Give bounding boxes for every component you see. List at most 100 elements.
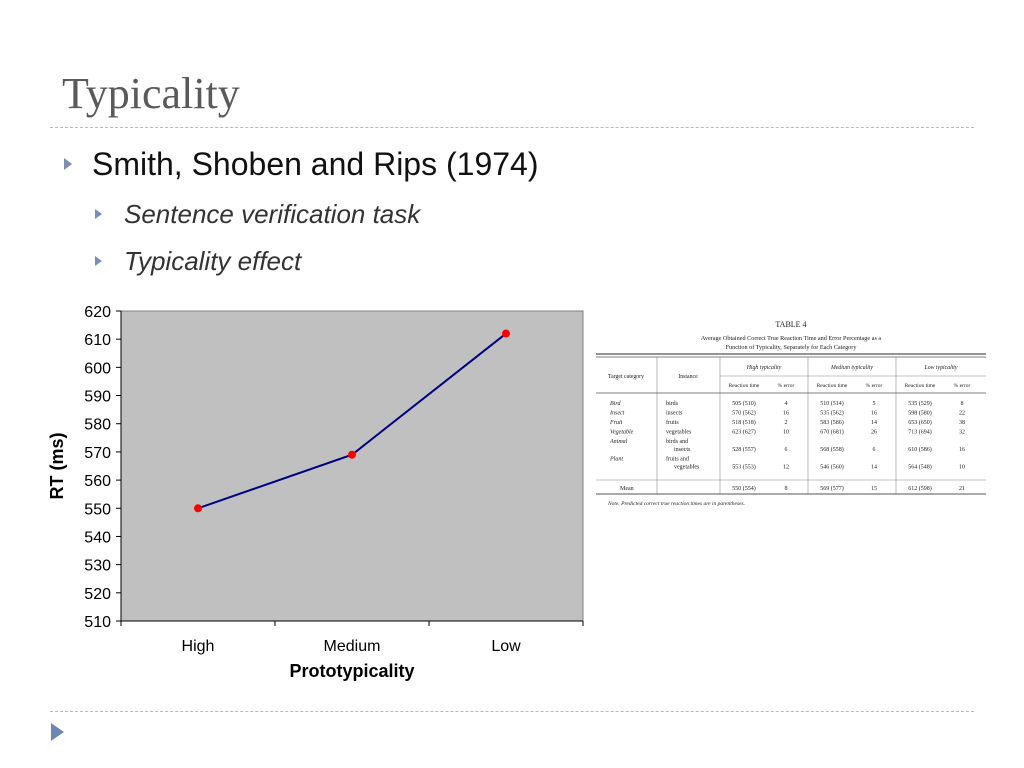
table-cell-value: 623 (627) [732, 429, 756, 436]
x-axis: High Medium Low [120, 620, 584, 655]
table-cell-value: 10 [783, 430, 789, 436]
table-cell-value: 510 (514) [820, 400, 844, 407]
table-cell-value: 16 [959, 447, 965, 453]
table-cell-category: Fruit [609, 420, 623, 426]
y-tick-label: 610 [84, 332, 111, 349]
x-tick-label: Medium [324, 638, 381, 655]
table-4-image: TABLE 4 Average Obtained Correct True Re… [596, 320, 986, 507]
table-cell-mean-label: Mean [620, 486, 634, 492]
table-group-high: High typicality [746, 365, 782, 371]
table-cell-value: 14 [871, 420, 877, 426]
table-cell-instance: birds and [666, 439, 688, 445]
table-subheader: % error [866, 383, 883, 389]
y-tick-label: 530 [84, 558, 111, 575]
table-cell-instance: fruits and [666, 456, 689, 463]
table-cell-value: 5 [873, 401, 876, 407]
table-cell-value: 535 (529) [908, 400, 932, 407]
table-cell-value: 6 [873, 447, 876, 453]
table-cell-value: 16 [783, 411, 789, 417]
table-number: TABLE 4 [775, 320, 806, 329]
footer-divider [50, 711, 974, 712]
data-point [194, 504, 202, 513]
table-body: Bird birds 505 (510) 4 510 (514) 5 535 (529) 8 I… [609, 400, 965, 492]
rt-line-chart: 620 610 600 590 580 570 560 550 540 530 520 510 Hig… [47, 304, 584, 681]
bullet-main: Smith, Shoben and Rips (1974) [92, 146, 539, 182]
table-cell-value: 4 [785, 401, 788, 407]
table-cell-category: Plant [609, 457, 623, 463]
table-cell-value: 670 (681) [820, 429, 844, 436]
title-divider [50, 127, 974, 128]
table-cell-instance: insects [666, 411, 683, 417]
sub-bullet-task: Sentence verification task [124, 199, 421, 229]
table-cell-value: 713 (694) [908, 429, 932, 436]
table-cell-value: 8 [961, 401, 964, 407]
table-cell-instance: vegetables [674, 465, 700, 471]
table-cell-value: 583 (586) [820, 419, 844, 426]
table-cell-value: 535 (562) [820, 410, 844, 417]
table-group-low: Low typicality [923, 365, 957, 371]
table-cell-mean: 15 [871, 486, 877, 492]
x-tick-label: Low [491, 638, 521, 655]
table-cell-mean: 569 (577) [820, 485, 844, 492]
table-group-medium: Medium typicality [830, 365, 873, 371]
table-caption-line2: Function of Typicality, Separately for E… [726, 344, 858, 351]
table-cell-value: 598 (580) [908, 410, 932, 417]
nav-next-arrow-icon[interactable] [51, 723, 64, 741]
y-tick-label: 580 [84, 417, 111, 434]
table-cell-value: 38 [959, 420, 965, 426]
table-cell-value: 610 (586) [908, 446, 932, 453]
sub-bullet-effect: Typicality effect [124, 246, 302, 276]
y-tick-label: 550 [84, 501, 111, 518]
table-cell-instance: insects [674, 447, 691, 453]
table-col-instance: Instance [678, 374, 698, 380]
slide-title: Typicality [62, 69, 240, 118]
x-tick-label: High [182, 638, 215, 655]
y-tick-label: 560 [84, 473, 111, 490]
sub-bullet-arrow-icon [95, 256, 102, 266]
table-subheader: Reaction time [905, 383, 936, 389]
table-cell-mean: 550 (554) [732, 485, 756, 492]
table-cell-mean: 612 (598) [908, 485, 932, 492]
table-note: Note. Predicted correct true reaction ti… [607, 501, 745, 507]
table-cell-value: 16 [871, 411, 877, 417]
table-cell-value: 653 (650) [908, 419, 932, 426]
table-subheaders: Reaction time % error Reaction time % error… [729, 383, 971, 389]
table-subheader: % error [778, 383, 795, 389]
bullet-arrow-icon [64, 158, 72, 170]
series-rt [194, 329, 510, 513]
table-cell-instance: birds [666, 401, 679, 407]
table-cell-category: Vegetable [610, 430, 634, 436]
data-point [502, 329, 510, 338]
table-cell-value: 2 [785, 420, 788, 426]
y-axis: 620 610 600 590 580 570 560 550 540 530 520 510 [84, 304, 122, 631]
table-cell-instance: fruits [666, 419, 679, 426]
table-cell-category: Bird [610, 401, 621, 407]
table-caption-line1: Average Obtained Correct True Reaction T… [701, 335, 882, 342]
y-axis-title: RT (ms) [47, 432, 67, 499]
table-subheader: Reaction time [817, 383, 848, 389]
table-cell-instance: vegetables [666, 430, 692, 436]
table-cell-value: 12 [783, 465, 789, 471]
y-tick-label: 540 [84, 529, 111, 546]
y-tick-label: 570 [84, 445, 111, 462]
table-cell-value: 32 [959, 430, 965, 436]
table-cell-value: 22 [959, 411, 965, 417]
table-cell-value: 570 (562) [732, 410, 756, 417]
plot-area [120, 310, 584, 622]
table-cell-mean: 21 [959, 486, 965, 492]
table-cell-category: Animal [609, 439, 628, 445]
table-subheader: % error [954, 383, 971, 389]
table-cell-mean: 8 [785, 486, 788, 492]
table-cell-value: 10 [959, 465, 965, 471]
table-cell-value: 568 (558) [820, 446, 844, 453]
table-cell-value: 518 (518) [732, 419, 756, 426]
y-tick-label: 520 [84, 586, 111, 603]
table-cell-value: 14 [871, 465, 877, 471]
table-cell-value: 528 (557) [732, 446, 756, 453]
x-axis-title: Prototypicality [289, 661, 414, 681]
table-cell-value: 553 (553) [732, 464, 756, 471]
table-cell-value: 564 (548) [908, 464, 932, 471]
y-tick-label: 600 [84, 360, 111, 377]
data-point [348, 450, 356, 459]
table-cell-category: Insect [609, 411, 625, 417]
